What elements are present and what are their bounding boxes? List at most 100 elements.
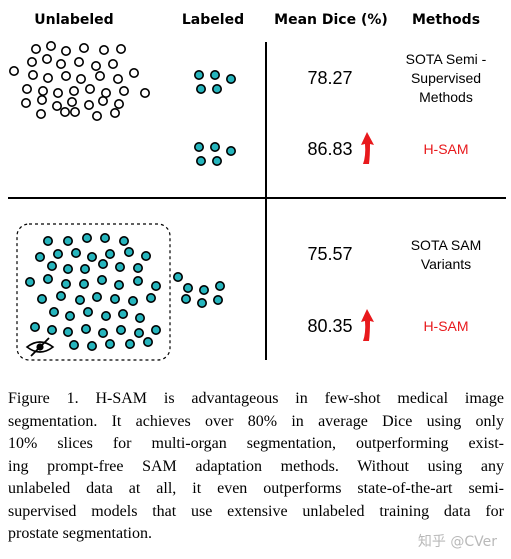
labeled-dot	[36, 293, 47, 304]
labeled-dot	[151, 324, 162, 335]
labeled-dot	[34, 252, 45, 263]
labeled-dot	[196, 84, 207, 95]
unlabeled-dot	[27, 70, 38, 81]
labeled-dot	[29, 321, 40, 332]
unlabeled-dot	[113, 74, 124, 85]
labeled-dot	[133, 262, 144, 273]
labeled-dot	[79, 278, 90, 289]
labeled-dot	[226, 74, 237, 85]
labeled-dot	[105, 338, 116, 349]
header-mean-dice: Mean Dice (%)	[274, 12, 388, 28]
watermark: 知乎 @CVer	[417, 534, 497, 550]
labeled-dot	[80, 263, 91, 274]
unlabeled-dot	[69, 86, 80, 97]
labeled-dot	[69, 339, 80, 350]
dice-value-row1: 78.27	[307, 68, 352, 88]
labeled-dot	[141, 251, 152, 262]
caption-line: ing prompt-free SAM adaptation methods. …	[8, 457, 504, 475]
labeled-dot	[115, 261, 126, 272]
labeled-dot	[135, 312, 146, 323]
labeled-dot	[46, 260, 57, 271]
labeled-dot	[98, 258, 109, 269]
unlabeled-dot	[59, 107, 70, 118]
labeled-dot	[212, 156, 223, 167]
labeled-dot	[97, 274, 108, 285]
dice-value-row3: 75.57	[307, 244, 352, 264]
unlabeled-dot	[119, 86, 130, 97]
labeled-dot	[210, 142, 221, 153]
method-row3-line2: Variants	[421, 256, 471, 272]
labeled-dot	[124, 247, 135, 258]
method-row3-line1: SOTA SAM	[411, 237, 482, 253]
unlabeled-dot	[116, 43, 127, 54]
unlabeled-dot	[91, 60, 102, 71]
unlabeled-dot	[60, 71, 71, 82]
method-row1-line2: Supervised	[411, 70, 481, 86]
header-labeled: Labeled	[182, 12, 244, 28]
method-row1-line3: Methods	[419, 89, 473, 105]
labeled-dot	[226, 146, 237, 157]
labeled-dot	[81, 323, 92, 334]
method-row4-hsam: H-SAM	[423, 318, 468, 334]
labeled-dot	[118, 308, 129, 319]
labeled-dot	[143, 336, 154, 347]
labeled-dot	[62, 326, 73, 337]
red-up-arrow-icon	[361, 309, 374, 341]
unlabeled-dot	[70, 107, 81, 118]
unlabeled-dot	[101, 88, 112, 99]
labeled-dot	[210, 70, 221, 81]
labeled-dot	[134, 327, 145, 338]
labeled-dot	[87, 340, 98, 351]
unlabeled-dot	[60, 45, 71, 56]
unlabeled-dot	[37, 86, 48, 97]
labeled-dot	[75, 294, 86, 305]
figure-graphic: Unlabeled Labeled Mean Dice (%) Methods …	[8, 12, 506, 361]
labeled-dot	[114, 279, 125, 290]
unlabeled-dot	[67, 97, 78, 108]
unlabeled-dot	[129, 68, 140, 79]
unlabeled-dot	[108, 58, 119, 69]
labeled-dot	[151, 280, 162, 291]
labeled-dots-cluster-2	[194, 142, 237, 167]
labeled-dot	[24, 276, 35, 287]
unlabeled-dot	[52, 88, 63, 99]
labeled-dots-cluster-3	[173, 271, 226, 308]
unlabeled-dot	[9, 66, 19, 77]
unlabeled-dot	[98, 96, 109, 107]
method-row1-line1: SOTA Semi -	[406, 51, 487, 67]
labeled-dot	[62, 263, 73, 274]
labeled-dot	[65, 310, 76, 321]
unlabeled-dot	[110, 108, 121, 119]
labeled-dot	[101, 310, 112, 321]
labeled-dot	[128, 295, 139, 306]
labeled-dot	[46, 324, 57, 335]
labeled-dot	[71, 248, 82, 259]
labeled-dot	[110, 293, 121, 304]
labeled-dot	[133, 275, 144, 286]
red-up-arrow-icon	[361, 132, 374, 164]
unlabeled-dot	[35, 109, 46, 120]
labeled-dot	[196, 156, 207, 167]
caption-line: segmentation. It achieves over 80% in av…	[8, 412, 504, 430]
labeled-dot	[125, 338, 136, 349]
unlabeled-dot	[95, 71, 106, 82]
labeled-dot	[197, 297, 208, 308]
labeled-dot	[173, 271, 184, 282]
labeled-dot	[48, 306, 59, 317]
unlabeled-dot	[79, 42, 90, 53]
labeled-dot	[87, 252, 98, 263]
labeled-dot	[60, 278, 71, 289]
dice-value-row4: 80.35	[307, 316, 352, 336]
header-methods: Methods	[412, 12, 480, 28]
unlabeled-dot	[45, 40, 56, 51]
labeled-dot	[52, 249, 63, 260]
labeled-dot	[194, 142, 205, 153]
unlabeled-dot	[55, 58, 66, 69]
labeled-dot	[215, 280, 226, 291]
unlabeled-dot	[76, 74, 87, 85]
hidden-unlabeled-dots	[24, 233, 162, 351]
labeled-dot	[42, 273, 53, 284]
labeled-dot	[116, 324, 127, 335]
labeled-dot	[82, 233, 93, 244]
labeled-dot	[183, 282, 194, 293]
